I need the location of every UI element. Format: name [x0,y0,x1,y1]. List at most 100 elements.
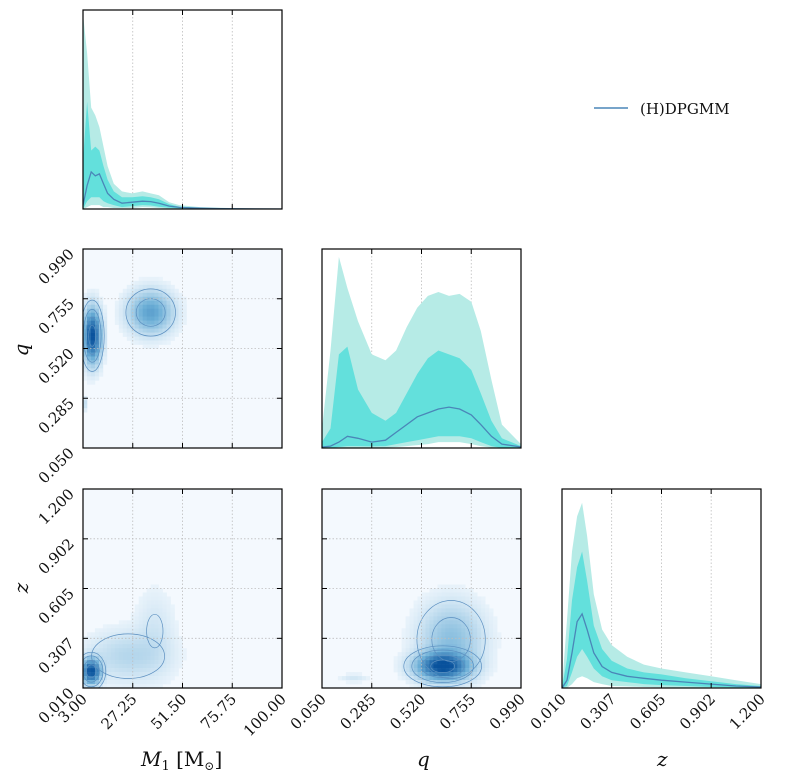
density-cell [401,640,406,645]
density-cell [493,624,498,629]
density-cell [170,660,175,665]
density-cell [409,612,414,617]
density-cell [489,612,494,617]
density-cell [146,340,151,345]
density-cell [397,652,402,657]
density-cell [150,344,155,349]
density-cell [174,328,179,333]
density-cell [142,652,147,657]
density-cell [178,648,183,653]
density-cell [441,640,446,645]
x-tick-label: 0.050 [287,690,330,733]
density-cell [445,660,450,665]
density-cell [122,328,128,333]
density-cell [445,640,450,645]
density-cell [122,684,128,688]
density-cell [146,328,151,333]
density-cell [437,636,442,641]
density-cell [178,324,183,329]
density-cell [102,668,108,673]
density-cell [425,612,430,617]
density-cell [94,644,100,649]
density-cell [126,324,132,329]
density-cell [485,676,490,681]
density-cell [174,304,179,309]
density-cell [457,588,462,593]
density-cell [158,620,163,625]
density-cell [453,604,458,609]
density-cell [166,312,171,317]
density-cell [166,308,171,313]
density-cell [162,336,167,341]
density-cell [118,668,124,673]
density-cell [86,332,92,337]
density-cell [425,676,430,681]
density-cell [409,660,414,665]
density-cell [138,292,143,298]
density-cell [457,680,462,685]
y-tick-label: 0.755 [35,295,78,338]
density-cell [425,592,430,597]
density-cell [417,636,422,641]
density-cell [134,304,140,309]
density-cell [445,584,450,589]
density-cell [146,664,151,669]
density-cell [485,660,490,665]
density-cell [457,640,462,645]
density-cell [150,620,155,625]
density-cell [158,292,163,298]
density-cell [437,664,442,669]
density-cell [150,604,155,609]
density-cell [170,296,175,302]
density-cell [158,336,163,341]
density-cell [130,280,136,286]
density-cell [106,640,112,645]
x-tick-label: 0.605 [626,690,669,733]
density-cell [485,648,490,653]
density-cell [445,636,450,641]
density-cell [158,340,163,345]
density-cell [138,616,143,621]
density-cell [126,288,132,294]
density-cell [174,320,179,325]
legend-label: (H)DPGMM [640,100,730,118]
density-cell [106,676,112,681]
density-cell [106,636,112,641]
density-cell [433,604,438,609]
density-cell [182,652,187,657]
density-cell [425,640,430,645]
density-cell [449,640,454,645]
density-cell [493,644,498,649]
density-cell [118,664,124,669]
density-cell [118,304,124,309]
density-cell [413,612,418,617]
density-cell [433,640,438,645]
density-cell [94,360,100,365]
density-cell [465,640,470,645]
density-cell [437,624,442,629]
density-cell [393,656,398,661]
density-cell [114,652,120,657]
density-cell [142,280,147,286]
density-cell [126,660,132,665]
density-cell [86,640,92,645]
density-cell [429,600,434,605]
density-cell [417,644,422,649]
density-cell [166,320,171,325]
density-cell [83,368,88,373]
density-cell [485,672,490,677]
density-cell [158,596,163,601]
density-cell [166,672,171,677]
density-cell [86,664,92,669]
median-line [83,170,282,209]
density-cell [158,312,163,317]
density-cell [162,292,167,298]
density-cell [174,312,179,317]
density-cell [174,628,179,633]
density-cell [134,680,140,685]
density-cell [449,620,454,625]
density-cell [409,668,414,673]
density-cell [178,660,183,665]
density-cell [178,640,183,645]
density-cell [83,660,88,665]
